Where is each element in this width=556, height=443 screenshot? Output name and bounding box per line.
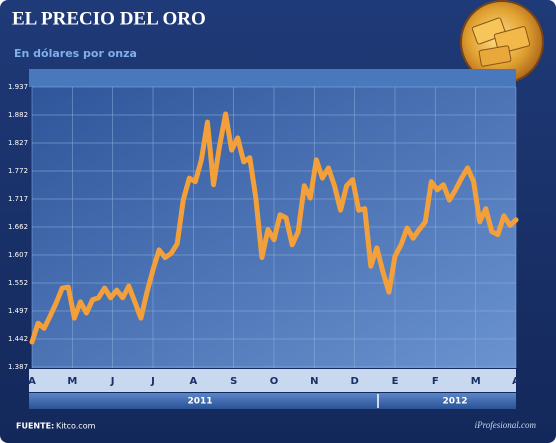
x-tick-label: D bbox=[351, 376, 359, 387]
gold-icon bbox=[460, 0, 544, 84]
y-tick-label: 1.772 bbox=[8, 167, 28, 175]
x-tick-label: M bbox=[471, 376, 481, 387]
y-tick-label: 1.717 bbox=[8, 195, 28, 203]
chart-title: EL PRECIO DEL ORO bbox=[12, 8, 206, 29]
x-tick-label: M bbox=[67, 376, 77, 387]
price-line bbox=[29, 111, 519, 345]
y-tick-label: 1.937 bbox=[8, 83, 28, 91]
watermark: iProfesional.com bbox=[475, 420, 537, 430]
y-tick-label: 1.827 bbox=[8, 139, 28, 147]
x-tick-label: A bbox=[512, 376, 520, 387]
x-tick-label: J bbox=[110, 376, 115, 387]
year-label: 2012 bbox=[442, 397, 467, 407]
y-tick-label: 1.442 bbox=[8, 335, 28, 343]
chart-subtitle: En dólares por onza bbox=[14, 47, 137, 60]
y-tick-label: 1.387 bbox=[8, 363, 28, 371]
y-tick-label: 1.882 bbox=[8, 111, 28, 119]
y-tick-label: 1.552 bbox=[8, 279, 28, 287]
y-tick-label: 1.497 bbox=[8, 307, 28, 315]
x-tick-label: E bbox=[392, 376, 399, 387]
x-tick-label: N bbox=[310, 376, 318, 387]
y-tick-label: 1.662 bbox=[8, 223, 28, 231]
year-label: 2011 bbox=[187, 397, 212, 407]
year-band bbox=[29, 393, 516, 409]
x-tick-label: A bbox=[28, 376, 36, 387]
x-tick-label: J bbox=[150, 376, 155, 387]
x-tick-label: O bbox=[270, 376, 279, 387]
month-band bbox=[29, 369, 516, 392]
plot-header bbox=[29, 69, 516, 87]
source: Kitco.com bbox=[56, 422, 96, 431]
x-tick-label: F bbox=[432, 376, 439, 387]
x-tick-label: A bbox=[189, 376, 197, 387]
x-tick-label: S bbox=[230, 376, 237, 387]
y-tick-label: 1.607 bbox=[8, 251, 28, 259]
source-label: FUENTE: bbox=[16, 422, 54, 431]
